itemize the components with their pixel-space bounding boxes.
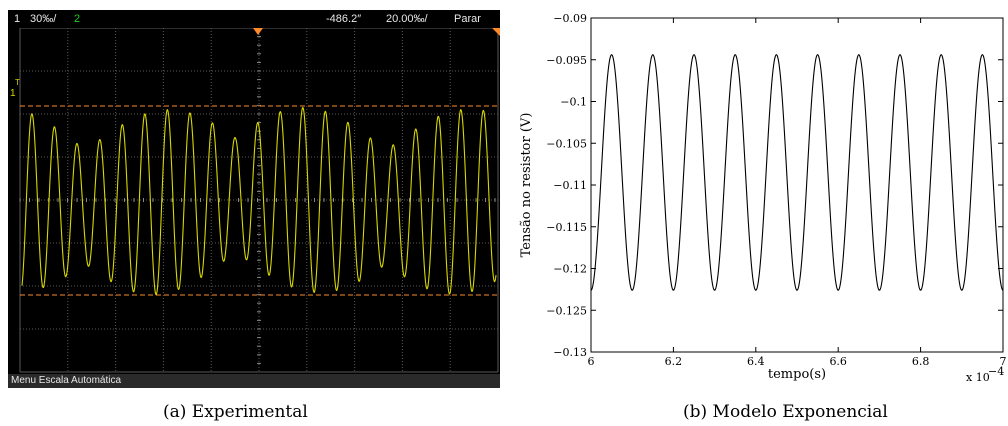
y-tick-label: −0.1 [560, 96, 587, 109]
plot-frame [590, 17, 1004, 353]
x-multiplier-exponent: −4 [988, 365, 1004, 378]
x-tick-label: 6.2 [665, 355, 683, 368]
scope-plot: 1T [10, 28, 500, 373]
time-scale: 20.00‰/ [386, 13, 428, 25]
signal-trace [21, 106, 497, 296]
x-tick-label: 6.4 [747, 355, 765, 368]
y-tick-label: −0.105 [546, 137, 587, 150]
x-tick-label: 6.8 [912, 355, 930, 368]
model-chart: −0.09 −0.095 −0.1 −0.105 −0.11 −0.115 −0.12 −0.… [519, 12, 1007, 384]
voltage-series-line [590, 54, 1004, 291]
trigger-label: T [15, 78, 20, 87]
ch1-label: 1 [14, 13, 21, 25]
scope-menu-bar: Menu Escala Automática [8, 374, 500, 388]
y-tick-label: −0.115 [546, 221, 587, 234]
channel-marker: 1 [10, 88, 16, 99]
x-tick-label: 6.6 [829, 355, 847, 368]
ch2-label: 2 [74, 13, 81, 25]
caption-experimental: (a) Experimental [163, 402, 308, 422]
y-tick-label: −0.13 [553, 346, 587, 359]
corner-marker-icon [492, 28, 500, 36]
trigger-marker-icon [253, 28, 263, 35]
time-offset: -486.2″ [326, 13, 362, 25]
y-tick-label: −0.09 [553, 12, 587, 25]
y-tick-label: −0.12 [553, 263, 587, 276]
y-tick-label: −0.11 [553, 179, 587, 192]
scope-status-bar: 1 30‰/ 2 -486.2″ 20.00‰/ Parar [8, 10, 500, 28]
menu-text: Menu Escala Automática [11, 375, 122, 386]
run-state: Parar [454, 13, 481, 25]
ch1-scale: 30‰/ [30, 13, 57, 25]
x-axis-title: tempo(s) [768, 367, 826, 382]
x-tick-label: 7 [1000, 355, 1007, 368]
caption-model: (b) Modelo Exponencial [683, 402, 888, 422]
y-axis-title: Tensão no resistor (V) [519, 113, 534, 258]
y-tick-label: −0.125 [546, 304, 587, 317]
x-multiplier: x 10 [966, 371, 990, 384]
x-tick-label: 6 [588, 355, 595, 368]
y-tick-label: −0.095 [546, 54, 587, 67]
